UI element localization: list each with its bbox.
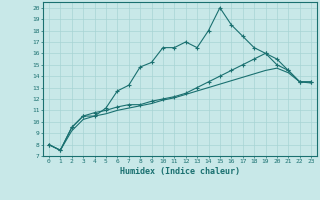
X-axis label: Humidex (Indice chaleur): Humidex (Indice chaleur) [120,167,240,176]
